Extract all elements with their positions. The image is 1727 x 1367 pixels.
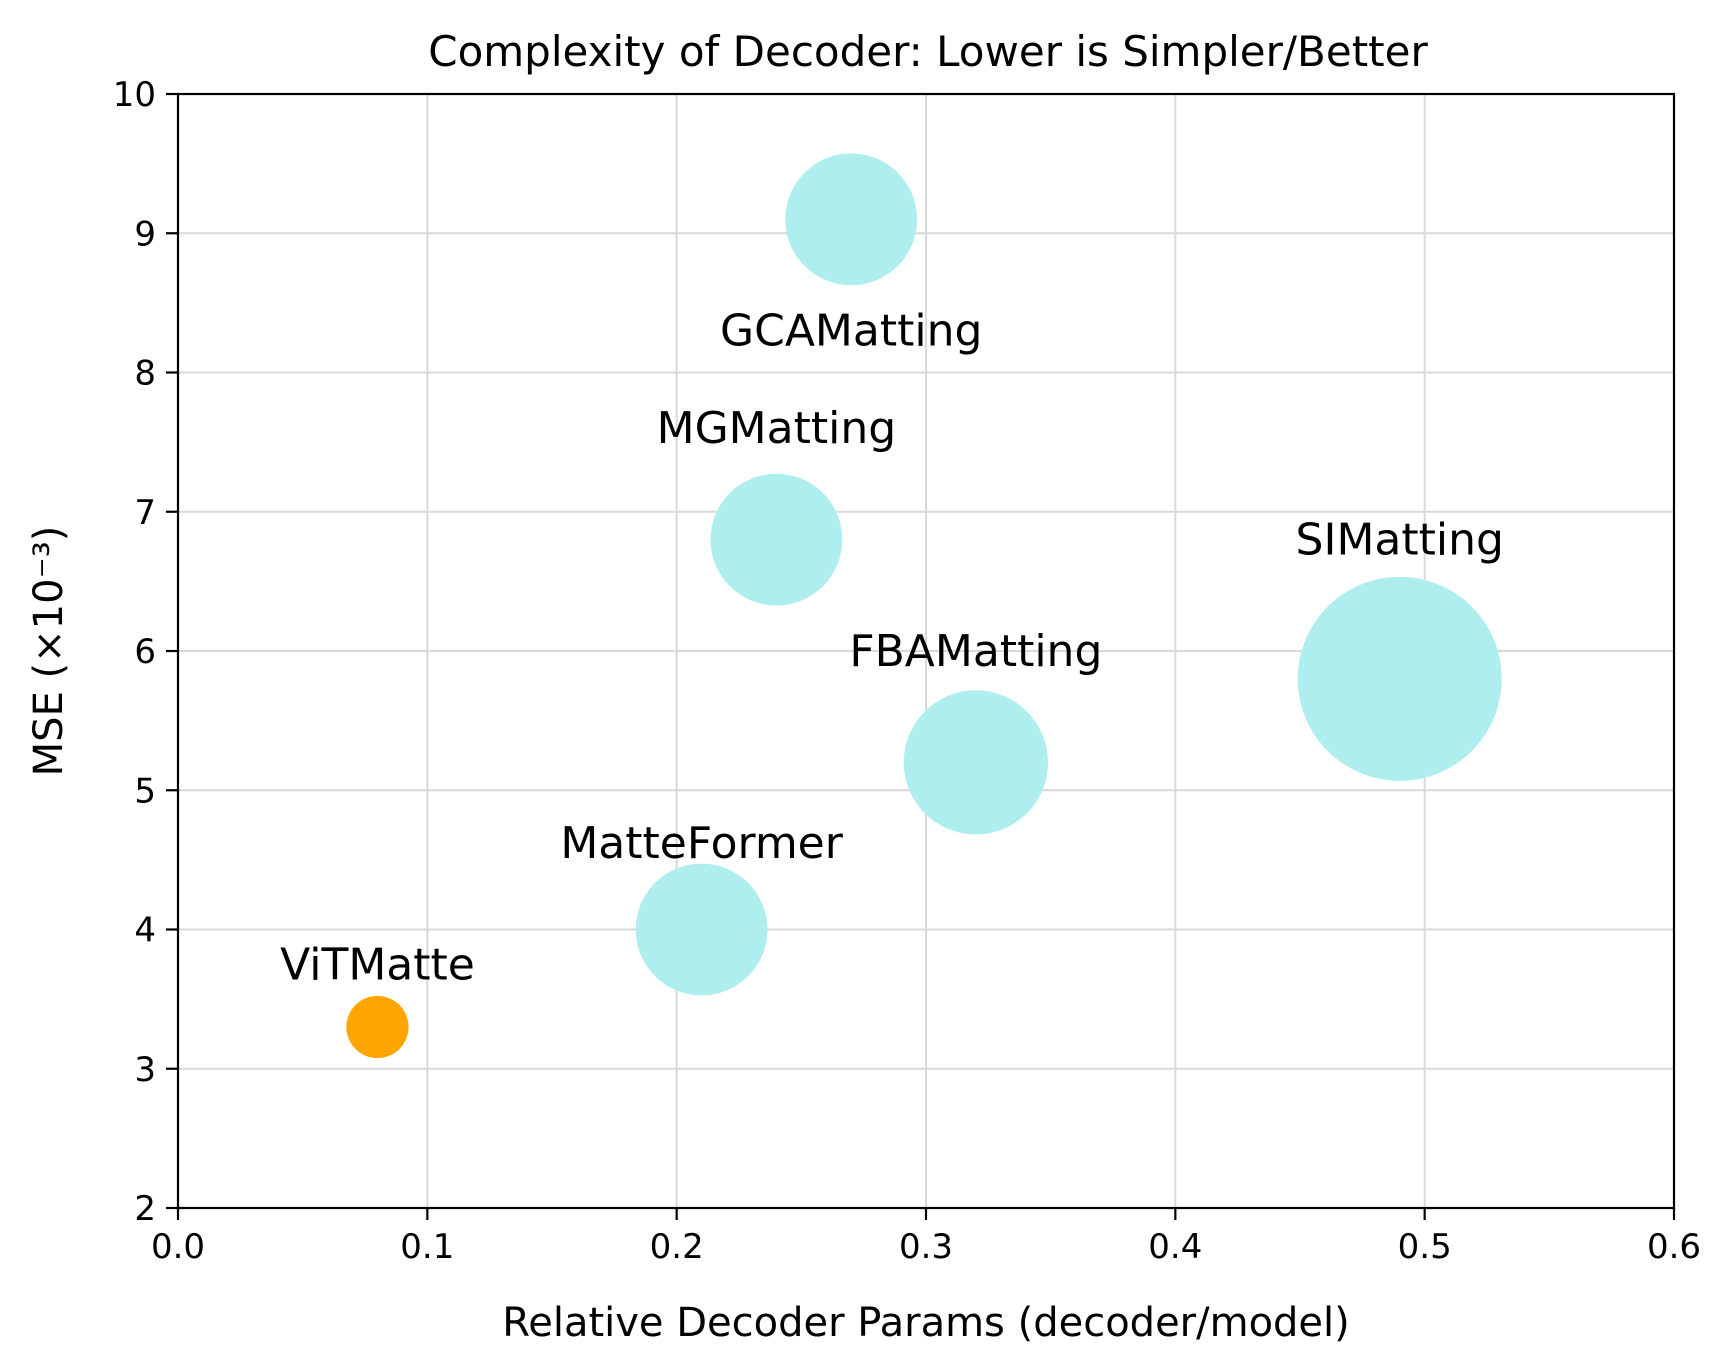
x-tick-label: 0.4 bbox=[1148, 1227, 1202, 1267]
y-tick-label: 6 bbox=[134, 632, 156, 672]
point-label-simatting: SIMatting bbox=[1296, 515, 1504, 566]
point-matteformer bbox=[635, 863, 768, 996]
y-tick-label: 7 bbox=[134, 493, 156, 533]
chart-title: Complexity of Decoder: Lower is Simpler/… bbox=[428, 27, 1428, 76]
point-label-matteformer: MatteFormer bbox=[560, 818, 843, 869]
y-tick-label: 9 bbox=[134, 214, 156, 254]
point-labels-layer: ViTMatte MatteFormer FBAMatting MGMatting GC… bbox=[280, 306, 1504, 991]
x-tick-label: 0.6 bbox=[1647, 1227, 1701, 1267]
point-gcamatting bbox=[785, 153, 918, 286]
y-tick-label: 3 bbox=[134, 1050, 156, 1090]
y-tick-label: 5 bbox=[134, 771, 156, 811]
y-tick-label: 8 bbox=[134, 354, 156, 394]
x-tick-label: 0.1 bbox=[400, 1227, 454, 1267]
x-axis-label: Relative Decoder Params (decoder/model) bbox=[502, 1300, 1350, 1346]
y-tick-label: 10 bbox=[113, 75, 156, 115]
points-layer bbox=[346, 153, 1502, 1059]
point-label-gcamatting: GCAMatting bbox=[720, 306, 982, 357]
ticks-layer: 0.0 0.1 0.2 0.3 0.4 0.5 0.6 2 3 4 5 6 7 8 9 10 bbox=[113, 75, 1701, 1267]
point-fbamatting bbox=[903, 690, 1049, 835]
point-simatting bbox=[1297, 576, 1502, 781]
point-label-fbamatting: FBAMatting bbox=[849, 626, 1102, 677]
y-axis-label: MSE (×10⁻³) bbox=[26, 526, 72, 777]
x-tick-label: 0.2 bbox=[650, 1227, 704, 1267]
x-tick-label: 0.3 bbox=[899, 1227, 953, 1267]
x-tick-label: 0.0 bbox=[151, 1227, 205, 1267]
y-tick-label: 2 bbox=[134, 1189, 156, 1229]
x-tick-label: 0.5 bbox=[1398, 1227, 1452, 1267]
point-label-mgmatting: MGMatting bbox=[657, 403, 897, 454]
point-mgmatting bbox=[710, 473, 843, 606]
point-vitmatte bbox=[346, 995, 409, 1059]
point-label-vitmatte: ViTMatte bbox=[280, 939, 475, 990]
y-tick-label: 4 bbox=[134, 911, 156, 951]
